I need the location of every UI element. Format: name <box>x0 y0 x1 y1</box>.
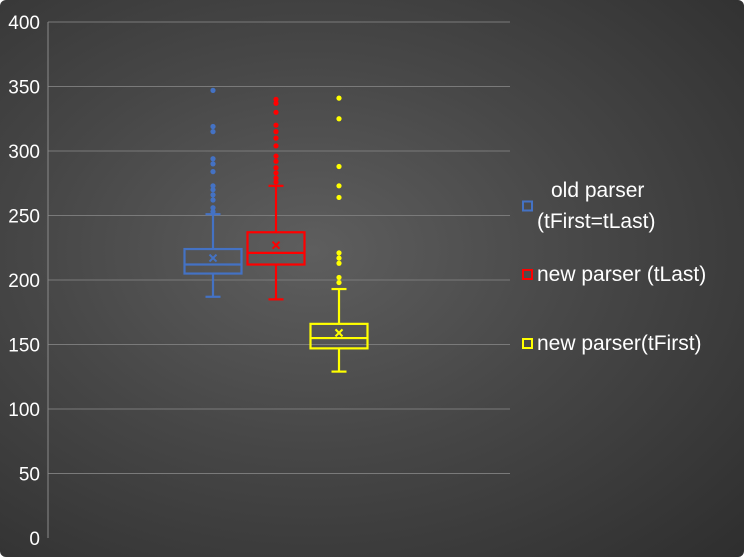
box-series-2 <box>246 96 306 301</box>
outlier-point <box>273 135 279 141</box>
outlier-point <box>273 100 279 106</box>
outlier-point <box>210 192 216 198</box>
outlier-point <box>273 122 279 128</box>
y-tick-label: 250 <box>8 207 40 228</box>
outlier-point <box>273 153 279 159</box>
outlier-point <box>210 209 216 215</box>
outlier-point <box>336 279 342 286</box>
outlier-point <box>273 143 279 149</box>
outlier-point <box>336 95 342 101</box>
y-tick-label: 300 <box>8 142 40 163</box>
box-series-1 <box>183 87 243 298</box>
outlier-point <box>273 170 279 176</box>
mean-marker <box>334 328 344 338</box>
box-series-3 <box>309 95 369 373</box>
outlier-point <box>273 109 279 115</box>
iqr-box <box>309 322 369 350</box>
outlier-point <box>210 129 216 135</box>
outlier-point <box>336 260 342 266</box>
mean-marker <box>271 240 281 250</box>
y-tick-label: 100 <box>8 400 40 421</box>
iqr-box <box>183 247 243 275</box>
outlier-point <box>336 183 342 189</box>
outlier-point <box>210 187 216 193</box>
y-tick-label: 400 <box>8 13 40 34</box>
outlier-point <box>210 197 216 203</box>
outlier-point <box>210 169 216 175</box>
outlier-point <box>210 183 216 189</box>
outlier-point <box>336 194 342 201</box>
legend-label: new parser (tLast) <box>537 263 706 286</box>
outlier-point <box>336 250 342 256</box>
y-tick-label: 150 <box>8 336 40 357</box>
outlier-point <box>336 274 342 281</box>
outlier-point <box>210 161 216 167</box>
legend-marker <box>522 200 533 212</box>
outlier-point <box>336 116 342 122</box>
y-tick-label: 0 <box>29 529 40 550</box>
outlier-point <box>336 163 342 170</box>
y-tick-label: 50 <box>19 465 40 486</box>
outlier-point <box>210 205 216 211</box>
legend-label: (tFirst=tLast) <box>537 210 655 233</box>
outlier-point <box>273 175 279 181</box>
outlier-point <box>273 158 279 164</box>
legend-marker <box>522 338 533 349</box>
outlier-point <box>210 156 216 162</box>
legend-label: new parser(tFirst) <box>537 332 702 355</box>
mean-marker <box>208 253 218 263</box>
outlier-point <box>273 165 279 171</box>
outlier-point <box>210 123 216 130</box>
legend-label: old parser <box>551 179 644 202</box>
outlier-point <box>336 255 342 261</box>
outlier-point <box>273 96 279 102</box>
iqr-box <box>246 231 306 266</box>
y-tick-label: 350 <box>8 78 40 99</box>
legend-marker <box>522 269 533 280</box>
outlier-point <box>273 129 279 135</box>
outlier-point <box>210 87 216 93</box>
outlier-point <box>273 179 279 185</box>
y-tick-label: 200 <box>8 271 40 292</box>
